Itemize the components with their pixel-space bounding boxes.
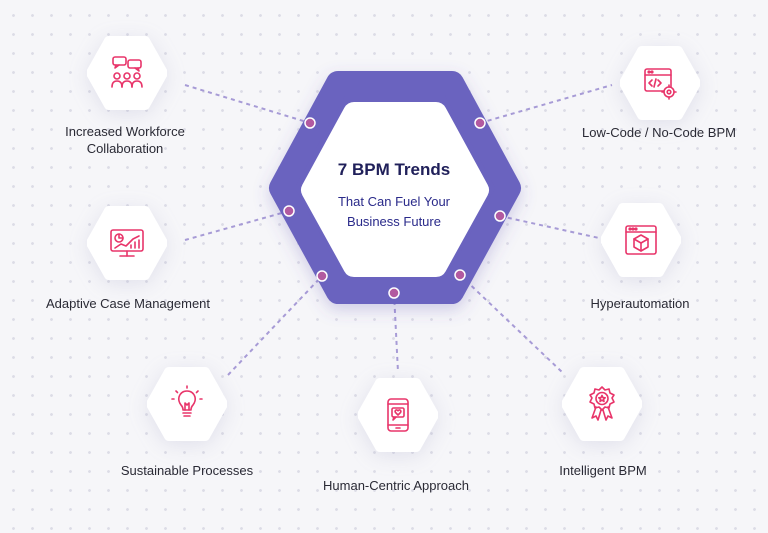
trend-low-code-hexagon [620, 43, 700, 123]
center-subtitle: That Can Fuel Your Business Future [294, 192, 494, 232]
trend-sustainable-label-line1: Sustainable Processes [120, 463, 254, 478]
trend-sustainable-label: Sustainable Processes [108, 462, 266, 479]
connector-low-code [479, 84, 613, 124]
center-title: 7 BPM Trends [337, 160, 451, 179]
trend-hyperautomation-label-line1: Hyperautomation [590, 296, 690, 311]
connector-dot-case-management [283, 205, 295, 217]
browser-cube-icon [625, 225, 657, 255]
trend-intelligent-label: Intelligent BPM [545, 462, 661, 479]
lightbulb-icon [171, 385, 203, 417]
award-badge-icon [589, 386, 615, 421]
chat-people-icon [111, 56, 143, 88]
trend-intelligent-hexagon [562, 364, 642, 444]
trend-human-centric-label-line1: Human-Centric Approach [323, 478, 469, 493]
trend-low-code-label-line1: Low-Code / No-Code BPM [582, 125, 736, 140]
center-subtitle-line1: That Can Fuel Your [337, 194, 451, 209]
connector-dot-low-code [474, 117, 486, 129]
code-window-gear-icon [644, 68, 677, 100]
trend-collaboration-hexagon [87, 33, 167, 113]
phone-heart-icon [387, 398, 409, 432]
trend-collaboration-label-line1: Increased Workforce [65, 124, 185, 139]
trend-intelligent-label-line1: Intelligent BPM [559, 463, 647, 478]
trend-hyperautomation-label: Hyperautomation [570, 295, 710, 312]
connector-hyperautomation [499, 215, 609, 241]
connector-dot-human-centric [388, 287, 400, 299]
connector-dot-hyperautomation [494, 210, 506, 222]
trend-human-centric-hexagon [358, 375, 438, 455]
center-hexagon-inner [301, 102, 489, 277]
trend-case-management-label-line1: Adaptive Case Management [45, 296, 211, 311]
trend-case-management-hexagon [87, 203, 167, 283]
trend-case-management-label: Adaptive Case Management [35, 295, 221, 312]
connector-dot-collaboration [304, 117, 316, 129]
connector-dot-sustainable [316, 270, 328, 282]
connector-sustainable [227, 275, 323, 376]
analytics-monitor-icon [110, 229, 144, 257]
trend-collaboration-label-line2: Collaboration [86, 141, 164, 156]
connector-human-centric [393, 292, 399, 373]
connector-case-management [184, 210, 290, 241]
trend-hyperautomation-hexagon [601, 200, 681, 280]
trend-collaboration-label: Increased Workforce Collaboration [50, 123, 200, 157]
center-subtitle-line2: Business Future [347, 214, 441, 229]
connector-collaboration [184, 84, 311, 124]
trend-low-code-label: Low-Code / No-Code BPM [570, 124, 748, 141]
trend-human-centric-label: Human-Centric Approach [305, 477, 487, 494]
connector-dot-intelligent [454, 269, 466, 281]
trend-sustainable-hexagon [147, 364, 227, 444]
